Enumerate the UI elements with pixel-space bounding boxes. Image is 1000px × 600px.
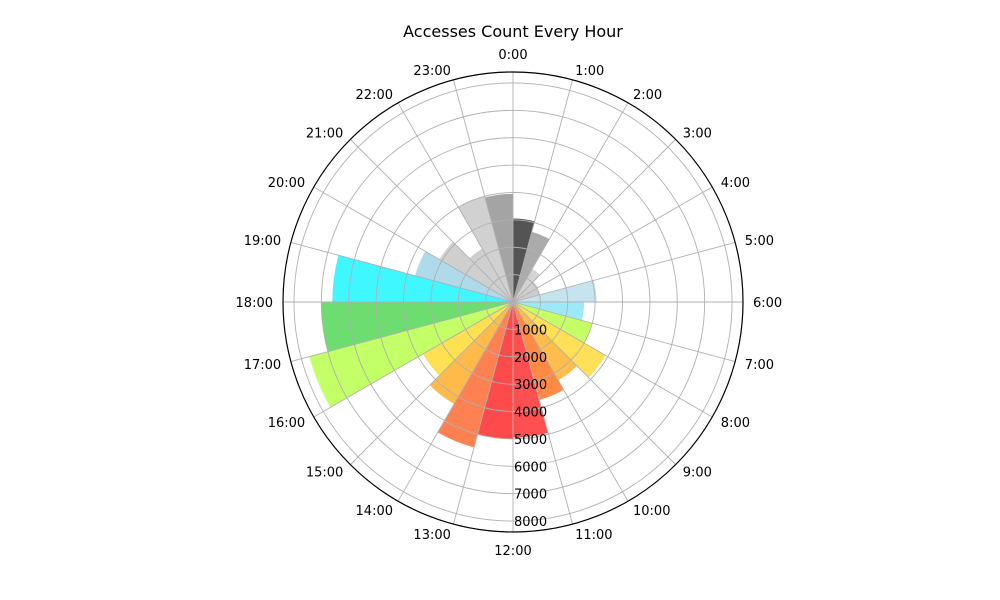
hour-label: 1:00 [575, 64, 604, 79]
grid-spoke [512, 301, 573, 525]
hour-label: 9:00 [683, 466, 712, 481]
grid-spoke [290, 301, 514, 362]
hour-label: 16:00 [268, 416, 305, 431]
bar-9-00 [513, 302, 577, 381]
hour-label: 15:00 [306, 466, 343, 481]
grid-spoke [512, 301, 629, 502]
radial-tick-label: 2000 [514, 351, 547, 366]
grid-spoke [512, 102, 629, 303]
hour-label: 17:00 [244, 358, 281, 373]
grid-layer [282, 71, 744, 533]
hour-label: 19:00 [244, 234, 281, 249]
hour-label: 8:00 [721, 416, 750, 431]
grid-spoke [453, 79, 514, 303]
hour-label: 10:00 [633, 504, 670, 519]
hour-label: 0:00 [498, 48, 527, 63]
bar-21-00 [469, 248, 513, 302]
grid-spoke [512, 301, 676, 465]
bar-14-00 [429, 302, 513, 404]
grid-spoke [313, 186, 514, 303]
grid-spoke [397, 102, 514, 303]
grid-spoke [313, 301, 514, 418]
grid-spoke [512, 186, 713, 303]
grid-spoke [350, 139, 514, 303]
hour-label: 5:00 [745, 234, 774, 249]
grid-spoke [397, 301, 514, 502]
hour-label: 6:00 [753, 296, 782, 311]
hour-label: 11:00 [575, 528, 612, 543]
grid-spoke [512, 139, 676, 303]
bar-1-00 [513, 231, 550, 302]
bar-2-00 [513, 268, 541, 302]
grid-spoke [453, 301, 514, 525]
grid-spoke [512, 301, 736, 362]
labels-layer: 0:00 1:00 2:00 3:00 4:00 5:00 6:00 7:00 8:00 9:00… [236, 48, 783, 559]
bar-3-00 [513, 281, 538, 302]
hour-label: 12:00 [494, 544, 531, 559]
chart-title: Accesses Count Every Hour [403, 22, 623, 41]
bar-16-00 [309, 302, 513, 408]
grid-spoke [512, 301, 713, 418]
radial-tick-label: 1000 [514, 323, 547, 338]
hour-label: 3:00 [683, 126, 712, 141]
radial-tick-label: 6000 [514, 460, 547, 475]
radial-tick-label: 3000 [514, 378, 547, 393]
bar-22-00 [458, 196, 513, 302]
grid-spoke [350, 301, 514, 465]
bar-7-00 [513, 302, 593, 344]
grid-spoke [290, 242, 514, 303]
hour-label: 4:00 [721, 176, 750, 191]
hour-label: 20:00 [268, 176, 305, 191]
bar-20-00 [439, 241, 513, 302]
hour-label: 21:00 [306, 126, 343, 141]
grid-spoke [512, 79, 573, 303]
radial-tick-label: 4000 [514, 406, 547, 421]
hour-label: 13:00 [413, 528, 450, 543]
bar-8-00 [513, 302, 606, 378]
radial-tick-label: 5000 [514, 433, 547, 448]
hour-label: 14:00 [356, 504, 393, 519]
radial-tick-label: 7000 [514, 488, 547, 503]
hour-label: 7:00 [745, 358, 774, 373]
hour-label: 23:00 [413, 64, 450, 79]
hour-label: 22:00 [356, 88, 393, 103]
hour-label: 2:00 [633, 88, 662, 103]
polar-frame [282, 71, 744, 533]
bar-15-00 [422, 302, 513, 376]
grid-spoke [512, 242, 736, 303]
hour-label: 18:00 [236, 296, 273, 311]
radial-tick-label: 8000 [514, 515, 547, 530]
